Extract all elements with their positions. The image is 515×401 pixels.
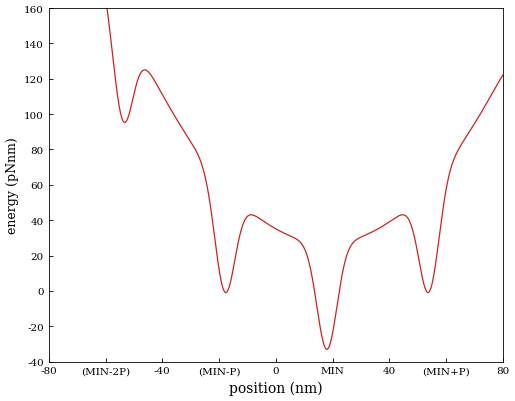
X-axis label: position (nm): position (nm) xyxy=(229,381,322,395)
Y-axis label: energy (pNnm): energy (pNnm) xyxy=(6,137,19,234)
